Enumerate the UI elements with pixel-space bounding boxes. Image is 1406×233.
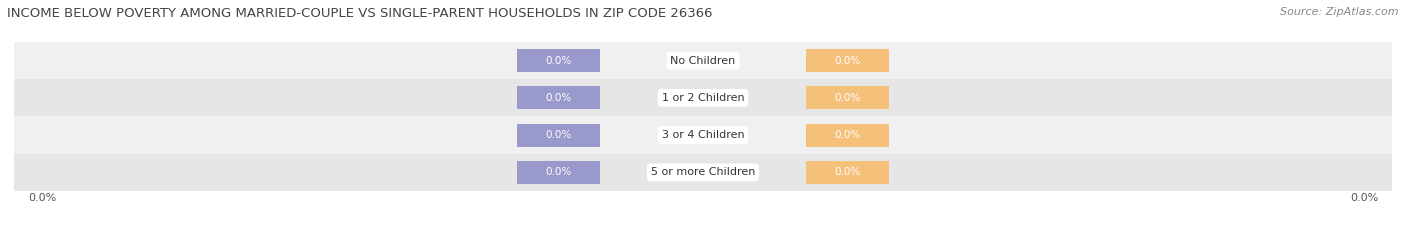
Text: 1 or 2 Children: 1 or 2 Children (662, 93, 744, 103)
Text: No Children: No Children (671, 56, 735, 65)
Bar (14, 154, 1392, 191)
Bar (517, 161, 599, 184)
Text: 0.0%: 0.0% (835, 168, 860, 177)
Text: 0.0%: 0.0% (546, 168, 571, 177)
Text: 5 or more Children: 5 or more Children (651, 168, 755, 177)
Text: 0.0%: 0.0% (546, 93, 571, 103)
Text: 0.0%: 0.0% (546, 130, 571, 140)
Bar (807, 86, 889, 110)
Bar (517, 86, 599, 110)
Bar (14, 42, 1392, 79)
Bar (517, 123, 599, 147)
Text: INCOME BELOW POVERTY AMONG MARRIED-COUPLE VS SINGLE-PARENT HOUSEHOLDS IN ZIP COD: INCOME BELOW POVERTY AMONG MARRIED-COUPL… (7, 7, 713, 20)
Text: 3 or 4 Children: 3 or 4 Children (662, 130, 744, 140)
Text: 0.0%: 0.0% (835, 130, 860, 140)
Bar (807, 49, 889, 72)
Text: 0.0%: 0.0% (546, 56, 571, 65)
Text: 0.0%: 0.0% (835, 93, 860, 103)
Text: 0.0%: 0.0% (1350, 193, 1378, 203)
Text: Source: ZipAtlas.com: Source: ZipAtlas.com (1281, 7, 1399, 17)
Bar (14, 116, 1392, 154)
Bar (517, 49, 599, 72)
Bar (807, 123, 889, 147)
Bar (807, 161, 889, 184)
Text: 0.0%: 0.0% (835, 56, 860, 65)
Text: 0.0%: 0.0% (28, 193, 56, 203)
Bar (14, 79, 1392, 116)
